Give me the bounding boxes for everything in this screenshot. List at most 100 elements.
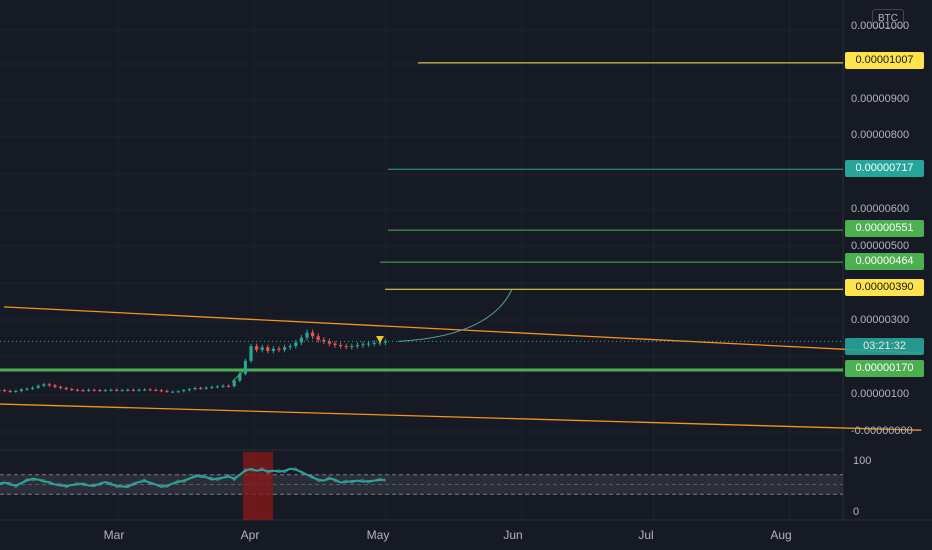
candle-body	[378, 342, 382, 344]
candle-body	[260, 347, 264, 350]
price-axis-label: 0.00000600	[851, 203, 910, 215]
candle-body	[53, 385, 57, 387]
price-levels	[0, 62, 843, 372]
candle-body	[305, 332, 309, 338]
candle-body	[70, 389, 74, 391]
time-axis-label: Mar	[103, 528, 125, 542]
candle-body	[19, 389, 23, 391]
candle-body	[243, 360, 247, 374]
candle-body	[355, 345, 359, 347]
currency-badge[interactable]: BTC	[872, 9, 904, 28]
candle-body	[266, 347, 270, 351]
price-axis-label: 0.00000300	[851, 314, 910, 326]
rsi-axis-label: 0	[853, 506, 860, 518]
candle-body	[87, 389, 91, 391]
candle-body	[159, 390, 163, 392]
time-axis-label: Jun	[503, 528, 523, 542]
candle-body	[92, 389, 96, 391]
down-arrow-marker	[376, 336, 384, 343]
candle-body	[126, 389, 130, 391]
candle-body	[25, 388, 29, 390]
candle-body	[81, 390, 85, 392]
candles	[0, 329, 387, 393]
candle-body	[215, 386, 219, 388]
candle-body	[227, 385, 231, 387]
candle-body	[143, 389, 147, 391]
candle-body	[316, 336, 320, 340]
candle-body	[47, 384, 51, 386]
candle-body	[221, 385, 225, 387]
candle-body	[187, 389, 191, 391]
candle-body	[255, 346, 259, 350]
price-axis-label: 0.00001000	[851, 20, 910, 32]
candle-body	[311, 332, 315, 337]
price-axis-label: 0.00000800	[851, 129, 910, 141]
candle-body	[383, 341, 387, 343]
candle-body	[98, 390, 102, 392]
price-tag: 0.00000717	[845, 160, 924, 177]
candle-body	[148, 389, 152, 391]
candle-body	[31, 387, 35, 389]
price-tag: 0.00000390	[845, 279, 924, 296]
time-axis-label: May	[366, 528, 390, 542]
candle-body	[299, 337, 303, 343]
candle-body	[339, 345, 343, 347]
overlay	[0, 289, 843, 383]
price-axis-label: -0.00000000	[851, 425, 913, 437]
candle-body	[294, 342, 298, 347]
candle-body	[367, 343, 371, 345]
candle-body	[137, 389, 141, 391]
time-axis-label: Aug	[770, 528, 792, 542]
candle-body	[165, 390, 169, 392]
candle-body	[333, 343, 337, 346]
candle-body	[3, 390, 7, 392]
candle-body	[8, 390, 12, 392]
candle-body	[59, 386, 63, 388]
candle-body	[154, 389, 158, 391]
trend-line	[0, 403, 922, 431]
candle-body	[199, 387, 203, 389]
candle-body	[288, 346, 292, 348]
candle-body	[283, 347, 287, 350]
candle-body	[271, 348, 275, 351]
candle-body	[327, 341, 331, 344]
candle-body	[182, 390, 186, 392]
price-axis-label: 0.00000100	[851, 388, 910, 400]
candle-body	[64, 387, 68, 390]
candle-body	[109, 389, 113, 391]
candle-body	[120, 390, 124, 392]
grid	[0, 0, 932, 521]
candle-body	[36, 385, 40, 388]
candle-body	[42, 384, 46, 386]
time-axis-label: Jul	[638, 528, 654, 542]
candle-body	[204, 387, 208, 389]
candle-body	[361, 344, 365, 346]
up-arrow-marker	[231, 369, 245, 383]
candle-body	[344, 346, 348, 348]
candle-body	[193, 387, 197, 390]
price-tag: 0.00000464	[845, 253, 924, 270]
candle-body	[249, 346, 253, 361]
candle-body	[232, 380, 236, 387]
price-tag: 03:21:32	[845, 338, 924, 355]
candle-body	[372, 342, 376, 344]
candle-body	[131, 389, 135, 391]
price-tag: 0.00000170	[845, 360, 924, 377]
candle-body	[14, 390, 18, 392]
rsi-overbought-highlight	[243, 452, 273, 520]
candle-body	[350, 346, 354, 348]
candle-body	[115, 389, 119, 391]
price-axis-label: 0.00000900	[851, 93, 910, 105]
candle-body	[238, 373, 242, 381]
candle-body	[210, 386, 214, 388]
price-axis-label: 0.00000500	[851, 240, 910, 252]
rsi-pane	[0, 452, 843, 520]
candle-body	[176, 391, 180, 393]
candle-body	[103, 390, 107, 392]
time-axis-label: Apr	[240, 528, 260, 542]
candle-body	[277, 348, 281, 350]
projection-curve	[397, 289, 513, 342]
candle-body	[0, 390, 1, 392]
